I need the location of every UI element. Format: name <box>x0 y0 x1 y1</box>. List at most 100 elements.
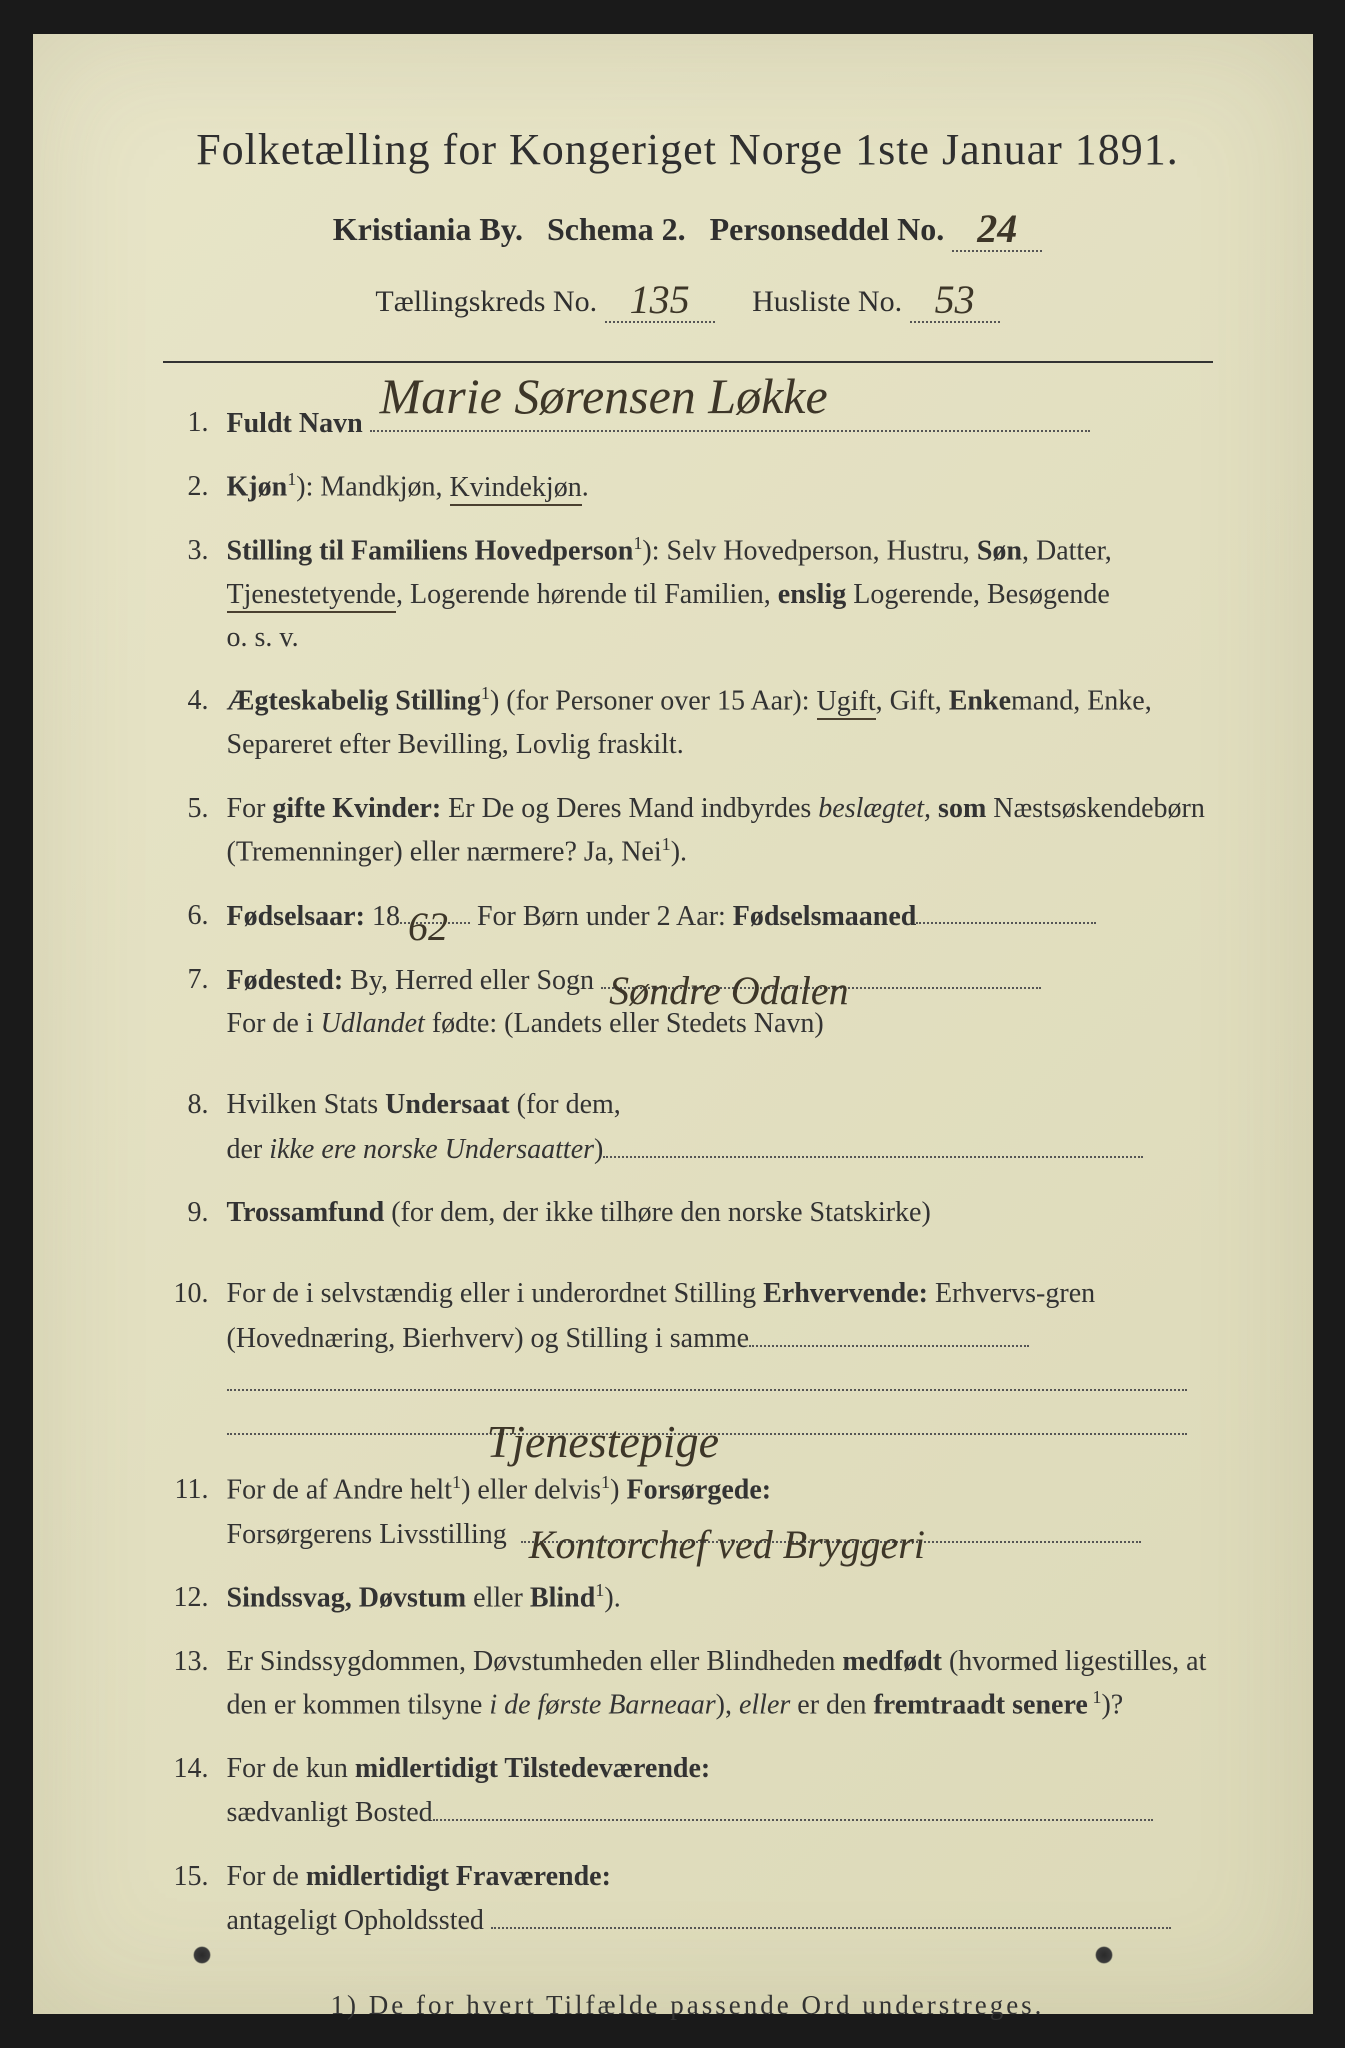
subtitle-line-1: Kristiania By. Schema 2. Personseddel No… <box>163 203 1213 252</box>
row-content: Fødselsaar: 18 62 For Børn under 2 Aar: F… <box>227 894 1213 938</box>
citizenship-field <box>603 1127 1143 1158</box>
bold: Sindssvag, Døvstum <box>227 1583 467 1614</box>
text: ) (for Personer over 15 Aar): <box>490 686 817 717</box>
row-num: 2. <box>163 465 227 509</box>
italic: i de første Barneaar <box>489 1690 715 1721</box>
row-num: 6. <box>163 894 227 938</box>
provider-field: Kontorchef ved Bryggeri <box>521 1512 1141 1543</box>
text: Er De og Deres Mand indbyrdes <box>441 793 818 824</box>
sup: 1 <box>481 683 490 703</box>
census-form-page: Folketælling for Kongeriget Norge 1ste J… <box>33 34 1313 2014</box>
text: Forsørgerens Livsstilling <box>227 1519 507 1550</box>
row-2-sex: 2. Kjøn1): Mandkjøn, Kvindekjøn. <box>163 465 1213 509</box>
text: ) eller delvis <box>461 1475 601 1506</box>
text: Er Sindssygdommen, Døvstumheden eller Bl… <box>227 1646 843 1677</box>
bold: Trossamfund <box>227 1197 385 1228</box>
husliste-no-field: 53 <box>910 274 1000 323</box>
bold: fremtraadt senere <box>873 1690 1087 1721</box>
occ-field-2 <box>227 1360 1187 1391</box>
row-content: Er Sindssygdommen, Døvstumheden eller Bl… <box>227 1640 1213 1727</box>
after: . <box>582 472 589 503</box>
row-num: 8. <box>163 1083 227 1171</box>
birthplace-field: Søndre Odalen <box>601 958 1041 989</box>
subtitle-prefix: Kristiania By. Schema 2. Personseddel No… <box>333 211 945 247</box>
kreds-no-field: 135 <box>605 274 715 323</box>
birthplace-value: Søndre Odalen <box>609 960 849 991</box>
bosted-field <box>433 1790 1153 1821</box>
punch-hole-icon <box>193 1946 211 1964</box>
row-7-birthplace: 7. Fødested: By, Herred eller Sogn Søndr… <box>163 958 1213 1046</box>
row-content: Hvilken Stats Undersaat (for dem, der ik… <box>227 1083 1213 1171</box>
row-num: 7. <box>163 958 227 1046</box>
label: Fuldt Navn <box>227 408 363 439</box>
row-13-congenital: 13. Er Sindssygdommen, Døvstumheden elle… <box>163 1640 1213 1727</box>
text: (for dem, <box>510 1089 621 1120</box>
year-value: 62 <box>408 896 448 927</box>
italic: eller <box>739 1690 790 1721</box>
label: Stilling til Familiens Hovedperson <box>227 535 634 566</box>
text: der <box>227 1134 270 1165</box>
year-field: 62 <box>400 894 470 925</box>
prefix: 18 <box>365 900 400 931</box>
name-field: Marie Sørensen Løkke <box>370 401 1090 432</box>
row-6-birthyear: 6. Fødselsaar: 18 62 For Børn under 2 Aar… <box>163 894 1213 938</box>
kreds-no-value: 135 <box>630 276 690 323</box>
text: ): Mandkjøn, <box>296 472 449 503</box>
row-num: 4. <box>163 679 227 766</box>
footnote: 1) De for hvert Tilfælde passende Ord un… <box>163 1990 1213 2021</box>
text: ): Selv Hovedperson, Hustru, <box>642 535 976 566</box>
text: sædvanligt Bosted <box>227 1797 433 1828</box>
personseddel-no-field: 24 <box>952 203 1042 252</box>
page-title: Folketælling for Kongeriget Norge 1ste J… <box>163 124 1213 175</box>
row-num: 11. <box>163 1468 227 1556</box>
row-4-marital: 4. Ægteskabelig Stilling1) (for Personer… <box>163 679 1213 766</box>
text: o. s. v. <box>227 622 299 653</box>
month-field <box>916 894 1096 925</box>
text: ) <box>594 1134 603 1165</box>
row-num: 3. <box>163 529 227 660</box>
occupation-value: Tjenestepige <box>487 1406 720 1437</box>
bold: Blind <box>530 1583 595 1614</box>
italic: beslægtet, <box>818 793 931 824</box>
text: , Gift, <box>876 686 949 717</box>
selected-tjenestetyende: Tjenestetyende <box>227 579 396 613</box>
row-3-relation: 3. Stilling til Familiens Hovedperson1):… <box>163 529 1213 660</box>
label: Ægteskabelig Stilling <box>227 686 481 717</box>
punch-hole-icon <box>1095 1946 1113 1964</box>
row-num: 12. <box>163 1576 227 1620</box>
text: For Børn under 2 Aar: <box>470 900 733 931</box>
personseddel-no-value: 24 <box>977 205 1017 252</box>
text: antageligt Opholdssted <box>227 1905 484 1936</box>
selected-ugift: Ugift <box>817 686 876 720</box>
row-num: 14. <box>163 1747 227 1835</box>
row-15-absent: 15. For de midlertidigt Fraværende: anta… <box>163 1855 1213 1943</box>
sup: 1 <box>662 834 671 854</box>
bold: Forsørgede: <box>626 1475 771 1506</box>
row-content: Trossamfund (for dem, der ikke tilhøre d… <box>227 1191 1213 1234</box>
text: ), <box>716 1690 739 1721</box>
text: )? <box>1101 1690 1123 1721</box>
sup: 1 <box>1088 1687 1102 1707</box>
row-5-related: 5. For gifte Kvinder: Er De og Deres Man… <box>163 787 1213 874</box>
row-content: For de kun midlertidigt Tilstedeværende:… <box>227 1747 1213 1835</box>
row-content: For de af Andre helt1) eller delvis1) Fo… <box>227 1468 1213 1556</box>
label: Fødselsaar: <box>227 900 365 931</box>
text: For de kun <box>227 1753 355 1784</box>
text: ). <box>671 836 687 867</box>
text: For <box>227 793 273 824</box>
italic: ikke ere norske Undersaatter <box>269 1134 594 1165</box>
kreds-label: Tællingskreds No. <box>375 285 597 318</box>
opholdssted-field <box>491 1898 1171 1929</box>
row-content: Sindssvag, Døvstum eller Blind1). <box>227 1576 1213 1620</box>
row-1-name: 1. Fuldt Navn Marie Sørensen Løkke <box>163 401 1213 445</box>
text: , Logerende hørende til Familien, <box>396 579 778 610</box>
selected-kvindekjon: Kvindekjøn <box>450 472 582 506</box>
label2: Fødselsmaaned <box>733 900 917 931</box>
sup: 1 <box>595 1580 604 1600</box>
text: For de i <box>227 1008 321 1039</box>
row-content: For de midlertidigt Fraværende: antageli… <box>227 1855 1213 1943</box>
bold: som <box>931 793 986 824</box>
text: Hvilken Stats <box>227 1089 386 1120</box>
row-num: 9. <box>163 1191 227 1234</box>
row-content: Ægteskabelig Stilling1) (for Personer ov… <box>227 679 1213 766</box>
